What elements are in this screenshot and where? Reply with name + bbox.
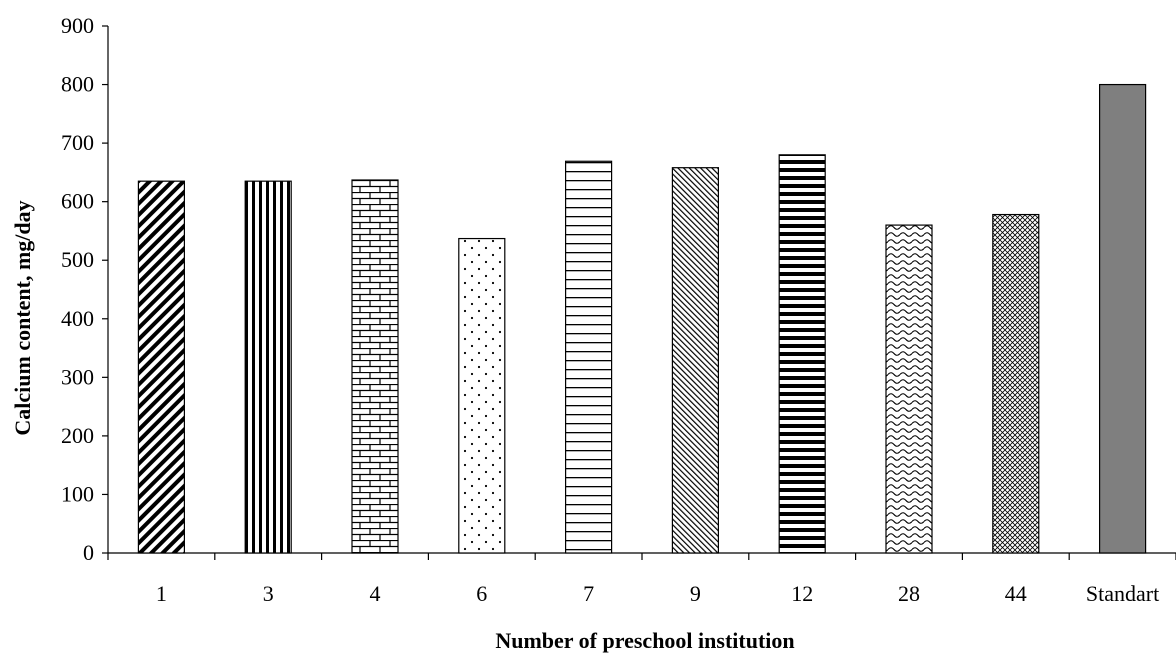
bar-4 xyxy=(351,179,399,554)
y-tick-label: 800 xyxy=(61,72,94,97)
y-tick-label: 500 xyxy=(61,247,94,272)
x-axis-title: Number of preschool institution xyxy=(495,628,794,653)
x-tick-label: 12 xyxy=(791,581,813,606)
y-tick-label: 0 xyxy=(83,540,94,565)
bar-3 xyxy=(244,180,292,554)
x-tick-label: 1 xyxy=(156,581,167,606)
bar-1 xyxy=(137,180,185,554)
x-tick-label: 6 xyxy=(476,581,487,606)
x-tick-label: 3 xyxy=(263,581,274,606)
bar-standart xyxy=(1098,83,1147,554)
x-tick-label: 9 xyxy=(690,581,701,606)
y-tick-label: 700 xyxy=(61,130,94,155)
x-tick-label: 4 xyxy=(370,581,381,606)
bar-9 xyxy=(671,167,720,554)
bar-44 xyxy=(992,213,1040,554)
y-tick-label: 200 xyxy=(61,423,94,448)
bar-28 xyxy=(885,224,933,554)
plot-area: 0 100 200 300 400 500 600 700 800 900 1 3 4 6 7 9 12 28 44… xyxy=(61,13,1176,606)
x-tick-label: 44 xyxy=(1005,581,1027,606)
x-tick-label: 28 xyxy=(898,581,920,606)
bar-7 xyxy=(564,160,613,554)
y-tick-label: 600 xyxy=(61,189,94,214)
y-tick-label: 400 xyxy=(61,306,94,331)
x-tick-label: 7 xyxy=(583,581,594,606)
x-tick-label: Standart xyxy=(1086,581,1159,606)
bar-12 xyxy=(778,154,826,554)
y-tick-label: 100 xyxy=(61,481,94,506)
y-axis-title: Calcium content, mg/day xyxy=(10,200,35,435)
y-tick-label: 300 xyxy=(61,364,94,389)
y-tick-label: 900 xyxy=(61,13,94,38)
bar-6 xyxy=(458,237,506,554)
